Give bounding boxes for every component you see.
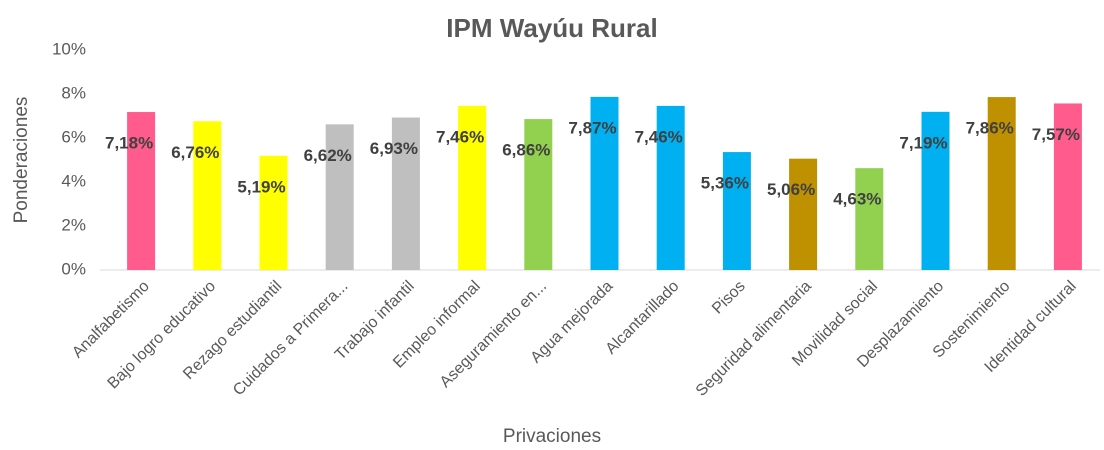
value-label: 4,63% bbox=[833, 190, 881, 209]
value-label: 6,62% bbox=[304, 146, 352, 165]
bar bbox=[391, 117, 420, 270]
chart-title: IPM Wayúu Rural bbox=[446, 13, 657, 43]
value-label: 7,18% bbox=[105, 134, 153, 153]
value-label: 7,86% bbox=[966, 119, 1014, 138]
bar bbox=[127, 112, 156, 270]
value-label: 7,46% bbox=[635, 127, 683, 146]
bar bbox=[325, 124, 354, 270]
value-label: 7,57% bbox=[1032, 125, 1080, 144]
value-label: 7,87% bbox=[568, 118, 616, 137]
bar bbox=[1053, 103, 1082, 271]
bar bbox=[722, 152, 751, 270]
bar bbox=[590, 96, 619, 270]
y-tick-label: 2% bbox=[61, 215, 86, 234]
bar bbox=[524, 119, 553, 270]
x-tick-label: Bajo logro educativo bbox=[105, 278, 220, 393]
value-label: 5,06% bbox=[767, 180, 815, 199]
bar bbox=[656, 105, 685, 270]
y-tick-label: 0% bbox=[61, 259, 86, 278]
x-tick-label: Cuidados a Primera... bbox=[230, 278, 351, 399]
bar bbox=[789, 158, 818, 270]
bar bbox=[921, 111, 950, 270]
value-label: 6,76% bbox=[171, 143, 219, 162]
x-axis-label: Privaciones bbox=[503, 426, 601, 447]
y-tick-label: 4% bbox=[61, 171, 86, 190]
value-label: 6,93% bbox=[370, 139, 418, 158]
value-label: 5,36% bbox=[701, 174, 749, 193]
y-tick-label: 10% bbox=[52, 39, 86, 58]
x-tick-label: Seguridad alimentaria bbox=[693, 278, 815, 400]
bar bbox=[193, 121, 222, 270]
y-tick-label: 8% bbox=[61, 83, 86, 102]
value-label: 7,19% bbox=[899, 133, 947, 152]
bar bbox=[259, 155, 288, 270]
x-tick-label: Pisos bbox=[709, 278, 749, 318]
bar bbox=[458, 105, 487, 270]
value-label: 5,19% bbox=[237, 177, 285, 196]
y-tick-label: 6% bbox=[61, 127, 86, 146]
bar bbox=[855, 168, 884, 270]
bar bbox=[987, 97, 1016, 270]
y-axis-label: Ponderaciones bbox=[11, 97, 32, 224]
value-label: 6,86% bbox=[502, 141, 550, 160]
value-label: 7,46% bbox=[436, 127, 484, 146]
